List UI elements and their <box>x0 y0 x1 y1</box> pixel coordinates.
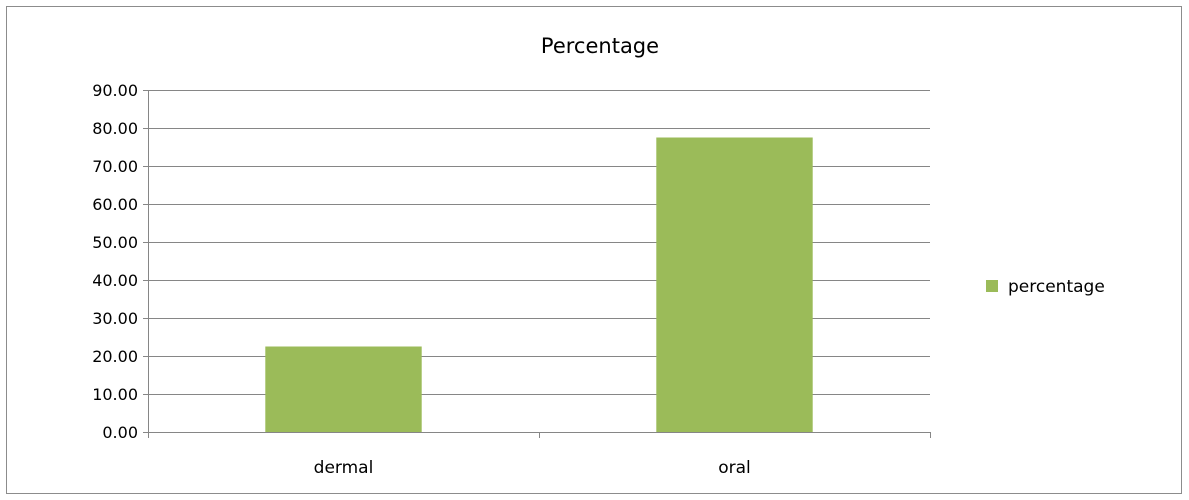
y-tick-label: 40.00 <box>92 271 138 290</box>
y-tick-label: 20.00 <box>92 347 138 366</box>
bar-oral <box>656 137 813 432</box>
y-tick-label: 30.00 <box>92 309 138 328</box>
legend-label: percentage <box>1008 277 1105 297</box>
x-tick-label: dermal <box>314 458 374 478</box>
y-tick-label: 10.00 <box>92 385 138 404</box>
chart-title: Percentage <box>541 34 659 58</box>
y-tick-label: 70.00 <box>92 157 138 176</box>
chart-frame <box>6 6 1182 494</box>
x-tick-label: oral <box>718 458 751 478</box>
y-tick-label: 50.00 <box>92 233 138 252</box>
bars <box>265 137 813 432</box>
axes <box>143 90 931 438</box>
y-tick-label: 90.00 <box>92 81 138 100</box>
y-tick-labels: 0.00 10.00 20.00 30.00 40.00 50.00 60.00 70.00 8… <box>92 81 138 442</box>
bar-dermal <box>265 346 422 432</box>
legend: percentage <box>986 277 1105 297</box>
legend-swatch <box>986 280 998 292</box>
x-tick-labels: dermal oral <box>314 458 751 478</box>
y-tick-label: 80.00 <box>92 119 138 138</box>
y-tick-label: 0.00 <box>102 423 138 442</box>
y-tick-label: 60.00 <box>92 195 138 214</box>
